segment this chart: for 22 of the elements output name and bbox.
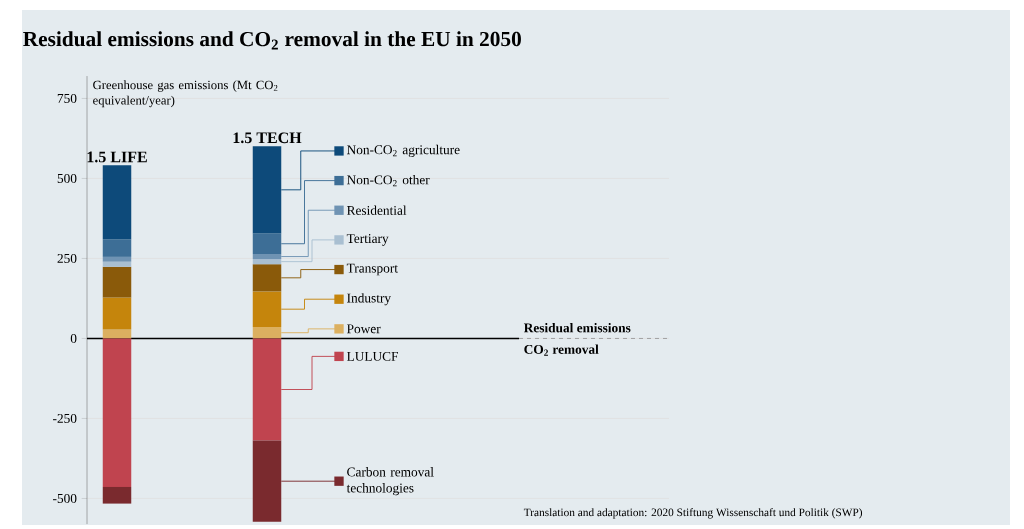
- text: Greenhouse gas emissions (Mt CO$_{2}$ equivalent/year): [93, 80, 278, 108]
- text: Residual emissions: [523, 322, 631, 333]
- y-tick-label: 750: [57, 93, 77, 103]
- y-tick-label: -250: [53, 413, 77, 423]
- y-tick-label: 0: [70, 333, 77, 343]
- legend-label: Non-CO$_{2}$ other: [346, 174, 430, 187]
- chart-title: Residual emissions and CO$_{2}$ removal in the EU in 2050: [23, 31, 521, 50]
- legend-label: Residential: [346, 205, 407, 215]
- y-tick-label: 250: [57, 253, 77, 263]
- text: CO$_{2}$ removal: [524, 344, 599, 356]
- text: Translation and adaptation: 2020 Stiftung Wissenschaft und Politik (SWP): [523, 508, 863, 519]
- x-tick-label: 1.5 LIFE: [87, 151, 147, 163]
- legend-label: Non-CO$_{2}$ agriculture: [346, 144, 460, 158]
- legend-label: Power: [346, 324, 381, 334]
- legend-label: Industry: [347, 293, 392, 306]
- legend-label: Tertiary: [346, 234, 389, 246]
- legend-label: LULUCF: [346, 351, 398, 361]
- legend-label: Carbon removal technologies: [346, 467, 434, 496]
- y-tick-label: 500: [57, 173, 77, 183]
- x-tick-label: 1.5 TECH: [233, 132, 302, 144]
- y-tick-label: -500: [53, 493, 77, 503]
- legend-label: Transport: [346, 263, 398, 276]
